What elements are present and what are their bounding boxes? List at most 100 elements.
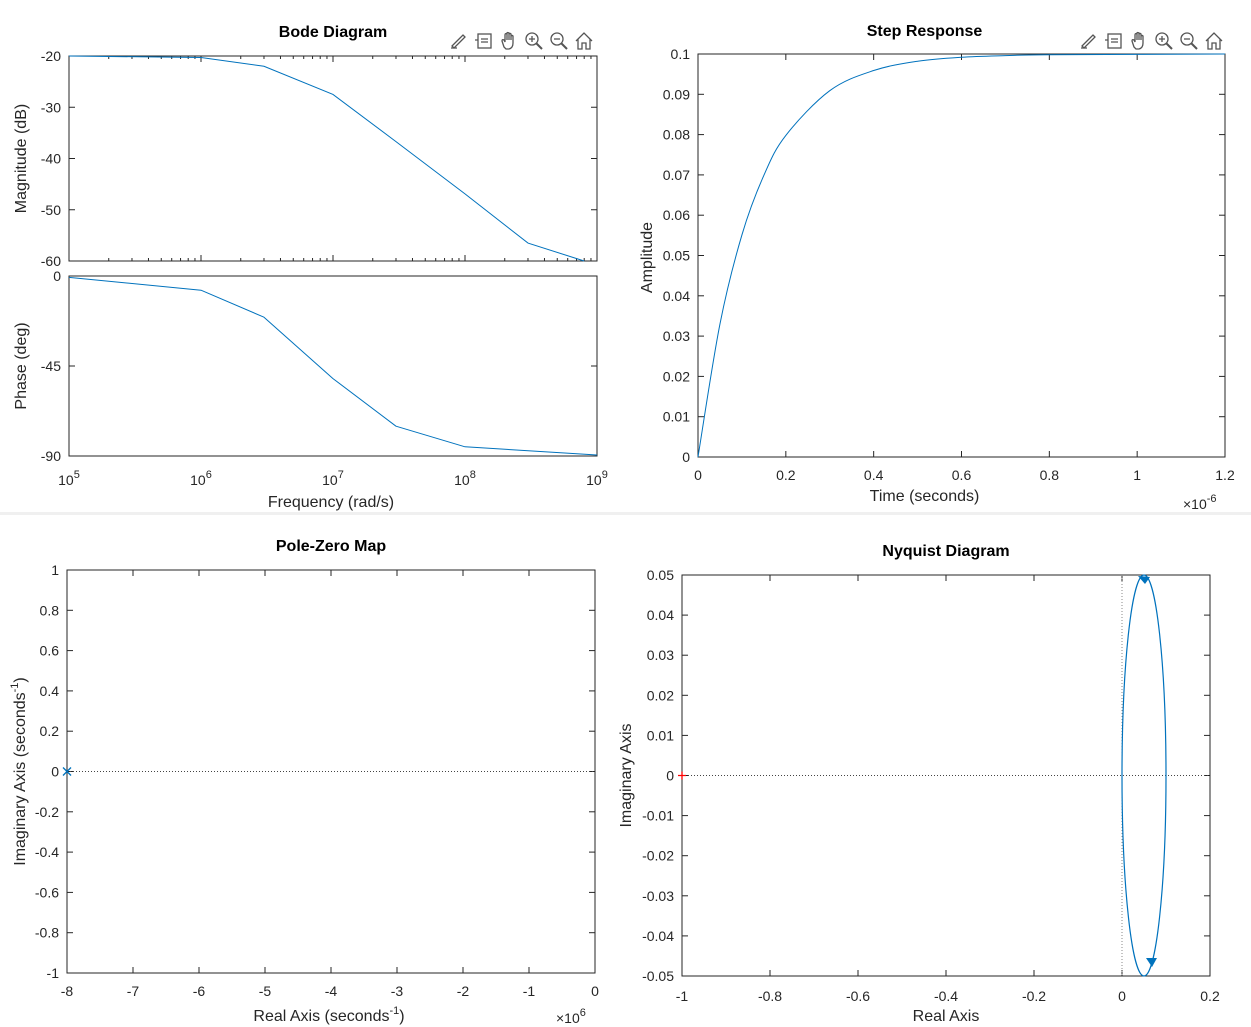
nyquist-ytick-label: 0.01 [647, 727, 674, 743]
bode-magnitude-line [68, 55, 585, 262]
nyquist-xtick-label: -0.8 [758, 988, 782, 1004]
bode-phase-ylabel: Phase (deg) [13, 322, 30, 409]
nyquist-xtick-label: -1 [676, 988, 689, 1004]
zoom-out-icon-lens [550, 32, 564, 46]
pzmap-xtick-label: -8 [61, 983, 74, 999]
zoom-in-icon-lens [1155, 32, 1169, 46]
pzmap-ytick-label: 0.6 [40, 643, 60, 659]
zoom-out-icon-lens [1180, 32, 1194, 46]
step-ytick-label: 0.06 [663, 207, 690, 223]
pzmap-xtick-label: -3 [391, 983, 404, 999]
nyquist-arrow-bottom [1146, 958, 1157, 967]
nyquist-ytick-label: 0.04 [647, 607, 674, 623]
pzmap-ytick-label: 0.8 [40, 602, 60, 618]
pzmap-x-exponent: ×106 [556, 1007, 586, 1026]
bode-mag-ytick-label: -60 [41, 253, 61, 269]
pzmap-ytick-label: 0 [51, 764, 59, 780]
zoom-out-icon[interactable] [1180, 32, 1198, 50]
bode-mag-ytick-label: -30 [41, 99, 61, 115]
bode-phase-ytick-label: -90 [41, 448, 61, 464]
bode-xlabel: Frequency (rad/s) [268, 494, 394, 511]
nyquist-xlabel: Real Axis [913, 1008, 980, 1025]
nyquist-ytick-label: -0.03 [642, 888, 674, 904]
step-ytick-label: 0.1 [671, 46, 691, 62]
nyquist-xtick-label: -0.2 [1022, 988, 1046, 1004]
pzmap-ytick-label: 0.2 [40, 723, 60, 739]
nyquist-xtick-label: -0.4 [934, 988, 958, 1004]
bode-phase-axes [68, 275, 598, 457]
datatip-icon[interactable] [475, 33, 492, 49]
brush-icon-shape [1081, 34, 1096, 49]
zoom-in-icon[interactable] [525, 32, 543, 50]
axes-toolbars[interactable] [451, 31, 1223, 50]
datatip-icon-shape [477, 33, 492, 49]
datatip-icon[interactable] [1105, 33, 1122, 49]
bode-magnitude-axes [68, 55, 598, 262]
pan-hand-icon[interactable] [501, 31, 514, 50]
zoom-in-icon-lens [525, 32, 539, 46]
step-response-panel: Step Response 0 0.2 0.4 0.6 0.8 1 1.2 0 0.01 0.02 0… [639, 23, 1235, 512]
step-ytick-label: 0.01 [663, 409, 690, 425]
pzmap-xtick-label: -7 [127, 983, 140, 999]
nyquist-title: Nyquist Diagram [882, 543, 1009, 560]
step-ytick-label: 0 [682, 449, 690, 465]
home-icon-shape [575, 32, 593, 50]
datatip-icon-shape [475, 38, 488, 43]
nyquist-xtick-label: 0 [1118, 988, 1126, 1004]
step-ytick-label: 0.04 [663, 288, 690, 304]
step-axes [697, 53, 1226, 458]
pzmap-ytick-label: 1 [51, 562, 59, 578]
pan-hand-icon-shape [501, 31, 514, 50]
nyquist-ytick-label: 0.02 [647, 687, 674, 703]
nyquist-curve [1121, 574, 1167, 977]
nyquist-diagram-panel: Nyquist Diagram -1 -0.8 -0.6 -0.4 -0.2 0 0.2 0.0… [618, 543, 1220, 1025]
pan-hand-icon[interactable] [1131, 31, 1144, 50]
home-icon[interactable] [575, 32, 593, 50]
step-response-line [697, 53, 1226, 458]
home-icon[interactable] [1205, 32, 1223, 50]
brush-icon[interactable] [1081, 34, 1096, 49]
zoom-in-icon[interactable] [1155, 32, 1173, 50]
pzmap-xtick-label: 0 [591, 983, 599, 999]
zoom-out-icon-handle [560, 42, 568, 50]
nyquist-ylabel: Imaginary Axis [618, 723, 635, 827]
step-xtick-label: 0.2 [776, 467, 796, 483]
pzmap-ytick-label: -0.8 [35, 925, 59, 941]
bode-mag-ytick-label: -40 [41, 151, 61, 167]
pzmap-xtick-label: -4 [325, 983, 338, 999]
bode-magnitude-ylabel: Magnitude (dB) [13, 104, 30, 213]
pzmap-ylabel: Imaginary Axis (seconds-1) [9, 677, 29, 866]
pzmap-ytick-label: -0.2 [35, 804, 59, 820]
pzmap-xtick-label: -6 [193, 983, 206, 999]
zoom-in-icon-handle [1165, 42, 1173, 50]
step-xtick-label: 1.2 [1215, 467, 1235, 483]
nyquist-arrow-top [1138, 576, 1150, 584]
step-xlabel: Time (seconds) [870, 488, 980, 505]
bode-xtick-label: 105 [58, 469, 80, 488]
step-ytick-label: 0.02 [663, 368, 690, 384]
pzmap-ytick-label: -0.4 [35, 844, 59, 860]
bode-phase-ytick-label: -45 [41, 358, 61, 374]
pzmap-ytick-label: -0.6 [35, 884, 59, 900]
home-icon-shape [1205, 32, 1223, 50]
bode-xtick-label: 106 [190, 469, 212, 488]
step-ylabel: Amplitude [639, 222, 656, 293]
step-xtick-label: 0.6 [952, 467, 972, 483]
nyquist-ytick-label: 0.05 [647, 567, 674, 583]
step-xtick-label: 0.8 [1040, 467, 1060, 483]
zoom-out-icon[interactable] [550, 32, 568, 50]
brush-icon[interactable] [451, 34, 466, 49]
brush-icon-shape [451, 34, 466, 49]
pzmap-xlabel: Real Axis (seconds-1) [253, 1005, 404, 1025]
zoom-in-icon-sign [529, 36, 535, 42]
pan-hand-icon-shape [1131, 31, 1144, 50]
pzmap-title: Pole-Zero Map [276, 538, 386, 555]
step-ytick-label: 0.07 [663, 167, 690, 183]
pzmap-xtick-label: -2 [457, 983, 470, 999]
nyquist-ytick-label: 0.03 [647, 647, 674, 663]
step-x-exponent: ×10-6 [1183, 493, 1217, 512]
bode-phase-line [68, 276, 598, 456]
pzmap-xtick-label: -5 [259, 983, 272, 999]
datatip-icon-shape [1105, 38, 1118, 43]
